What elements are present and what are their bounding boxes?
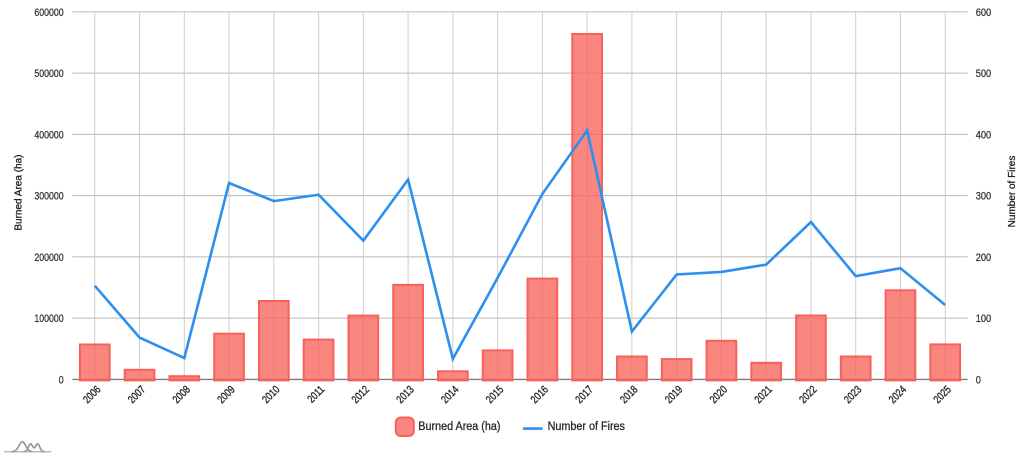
svg-text:Burned Area (ha): Burned Area (ha) [418,420,500,433]
svg-text:Number of Fires: Number of Fires [1007,156,1018,228]
svg-text:0: 0 [976,375,981,387]
svg-text:200: 200 [976,252,992,264]
svg-text:100: 100 [976,313,992,325]
svg-text:500: 500 [976,68,992,80]
svg-text:0: 0 [59,374,64,386]
svg-text:100000: 100000 [34,313,64,325]
svg-text:Number of Fires: Number of Fires [548,420,626,433]
svg-text:300000: 300000 [34,191,64,203]
svg-text:400: 400 [976,130,992,142]
svg-text:500000: 500000 [34,68,64,80]
svg-text:300: 300 [976,191,992,203]
svg-text:600: 600 [976,7,992,19]
svg-text:Burned Area (ha): Burned Area (ha) [14,155,25,231]
svg-text:400000: 400000 [34,129,64,141]
svg-text:200000: 200000 [34,252,64,264]
svg-text:600000: 600000 [34,7,64,19]
